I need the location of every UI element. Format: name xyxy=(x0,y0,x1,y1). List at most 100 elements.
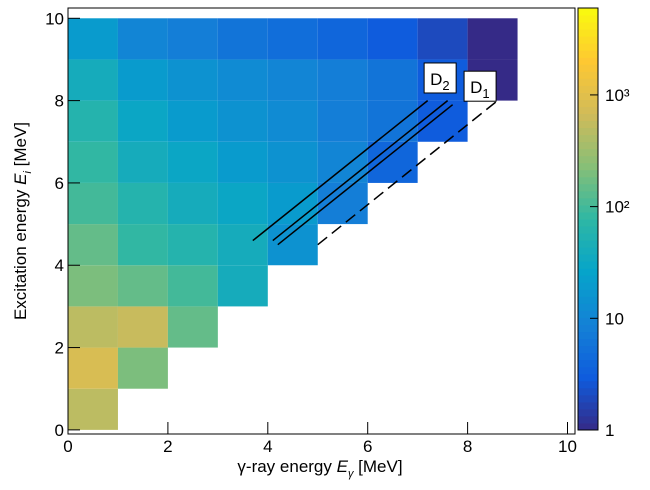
colorbar-segment xyxy=(578,120,598,129)
heatmap-cell xyxy=(267,141,318,183)
colorbar-segment xyxy=(578,352,598,361)
colorbar-segment xyxy=(578,317,598,325)
colorbar-segment xyxy=(578,141,598,150)
annotation-line xyxy=(277,104,454,246)
colorbar-segment xyxy=(578,197,598,206)
heatmap-cell xyxy=(317,100,368,142)
heatmap-cell xyxy=(68,182,118,225)
colorbar-tick-label: 10³ xyxy=(605,86,630,105)
colorbar-segment xyxy=(578,15,598,23)
colorbar-segment xyxy=(578,310,598,318)
colorbar-segment xyxy=(578,422,598,431)
heatmap-cell xyxy=(167,100,218,142)
annotation-letter: D xyxy=(470,78,482,97)
colorbar-segment xyxy=(578,57,598,65)
x-tick-label: 10 xyxy=(558,437,577,456)
colorbar-segment xyxy=(578,261,598,269)
y-label-unit: [MeV] xyxy=(11,122,30,171)
heatmap-cell xyxy=(317,18,368,60)
colorbar-segment xyxy=(578,345,598,354)
annotation-box xyxy=(423,62,457,94)
colorbar-segment xyxy=(578,373,598,382)
colorbar-segment xyxy=(578,92,598,100)
colorbar-segment xyxy=(578,211,598,220)
colorbar-segment xyxy=(578,415,598,424)
colorbar-segment xyxy=(578,268,598,276)
heatmap-cell xyxy=(167,265,218,307)
colorbar-segment xyxy=(578,204,598,213)
y-tick-label: 8 xyxy=(55,92,64,111)
annotation-sub: 1 xyxy=(482,86,489,101)
colorbar-segment xyxy=(578,247,598,255)
heatmap-cell xyxy=(68,388,118,430)
colorbar-segment xyxy=(578,240,598,248)
heatmap-cell xyxy=(68,265,118,307)
heatmap-cell xyxy=(267,224,318,266)
colorbar-segment xyxy=(578,331,598,340)
colorbar-segment xyxy=(578,8,598,16)
heatmap-cell xyxy=(68,100,118,142)
heatmap-cell xyxy=(68,306,118,348)
x-label-unit: [MeV] xyxy=(353,457,402,476)
heatmap-cell xyxy=(117,100,168,142)
colorbar-segment xyxy=(578,99,598,107)
colorbar-segment xyxy=(578,282,598,290)
x-label-text: γ-ray energy xyxy=(237,457,336,476)
colorbar-segment xyxy=(578,148,598,157)
annotation-label: D1 xyxy=(470,78,490,101)
heatmap-cell xyxy=(217,18,268,60)
heatmap-cell xyxy=(117,306,168,348)
heatmap-cell xyxy=(317,59,368,101)
colorbar-segment xyxy=(578,85,598,93)
annotation-line xyxy=(272,100,449,242)
heatmap-cell xyxy=(267,59,318,101)
y-label-text: Excitation energy xyxy=(11,185,30,320)
heatmap-cell xyxy=(68,18,118,60)
x-tick-label: 6 xyxy=(363,437,372,456)
x-tick-label: 8 xyxy=(463,437,472,456)
heatmap-cell xyxy=(417,100,468,142)
colorbar-segment xyxy=(578,303,598,311)
heatmap-cell xyxy=(217,59,268,101)
x-tick-label: 0 xyxy=(63,437,72,456)
x-tick-label: 2 xyxy=(163,437,172,456)
y-tick-label: 0 xyxy=(55,421,64,440)
y-tick-label: 10 xyxy=(45,9,64,28)
heatmap-cell xyxy=(117,18,168,60)
colorbar-segment xyxy=(578,366,598,375)
colorbar-segment xyxy=(578,289,598,297)
heatmap-cell xyxy=(68,59,118,101)
annotation-line xyxy=(252,100,429,242)
colorbar-segment xyxy=(578,408,598,417)
colorbar-segment xyxy=(578,387,598,396)
colorbar-segment xyxy=(578,162,598,171)
y-tick-label: 4 xyxy=(55,256,64,275)
x-tick-label: 4 xyxy=(263,437,272,456)
heatmap-cell xyxy=(68,224,118,266)
colorbar-segment xyxy=(578,359,598,368)
annotation-box xyxy=(463,70,497,102)
heatmap-cell xyxy=(167,18,218,60)
colorbar-segment xyxy=(578,71,598,79)
heatmap-cell xyxy=(467,18,518,60)
colorbar-segment xyxy=(578,106,598,114)
colorbar-segment xyxy=(578,219,598,227)
colorbar-segment xyxy=(578,275,598,283)
colorbar-segment xyxy=(578,22,598,30)
colorbar-segment xyxy=(578,29,598,37)
y-tick-label: 2 xyxy=(55,339,64,358)
colorbar-segment xyxy=(578,127,598,136)
heatmap-cell xyxy=(68,347,118,389)
y-tick-label: 6 xyxy=(55,174,64,193)
x-label-sub: γ xyxy=(348,468,355,480)
heatmap-cell xyxy=(68,141,118,183)
colorbar-frame xyxy=(577,7,599,431)
x-label-var: E xyxy=(337,457,349,476)
x-axis-label: γ-ray energy Eγ [MeV] xyxy=(237,457,402,480)
heatmap-cell xyxy=(117,265,168,307)
annotation-sub: 2 xyxy=(442,78,449,93)
heatmap-cell xyxy=(367,59,418,101)
colorbar-segment xyxy=(578,155,598,164)
heatmap-cell xyxy=(217,100,268,142)
